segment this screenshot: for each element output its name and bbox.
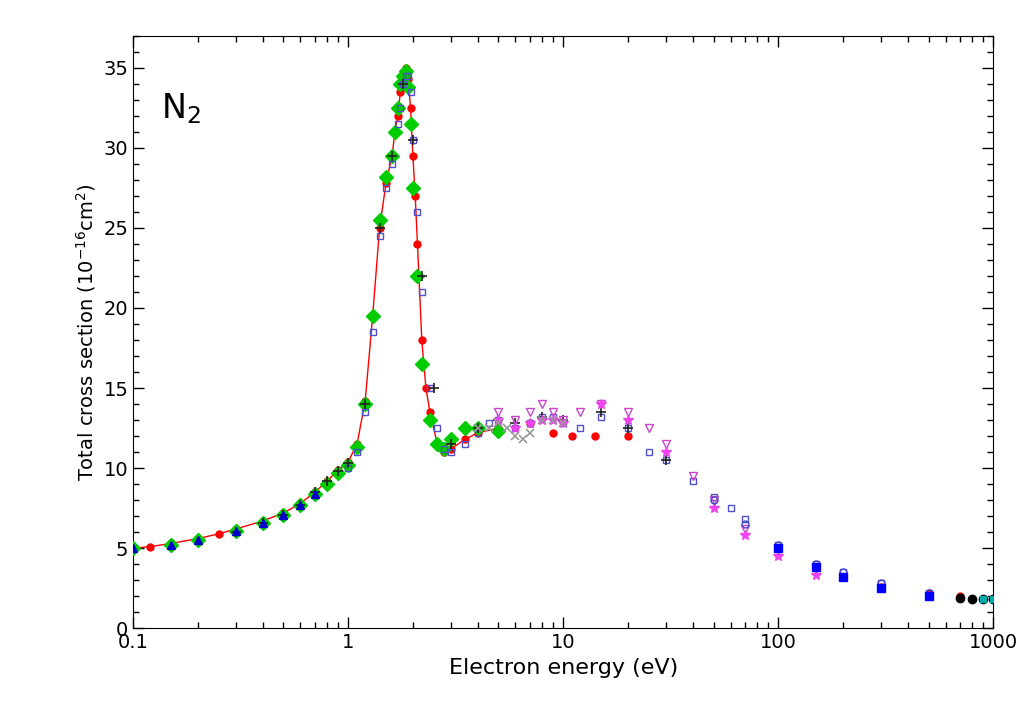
Text: N$_2$: N$_2$: [161, 92, 201, 126]
X-axis label: Electron energy (eV): Electron energy (eV): [449, 658, 678, 678]
Y-axis label: Total cross section (10$^{-16}$cm$^2$): Total cross section (10$^{-16}$cm$^2$): [74, 183, 98, 481]
